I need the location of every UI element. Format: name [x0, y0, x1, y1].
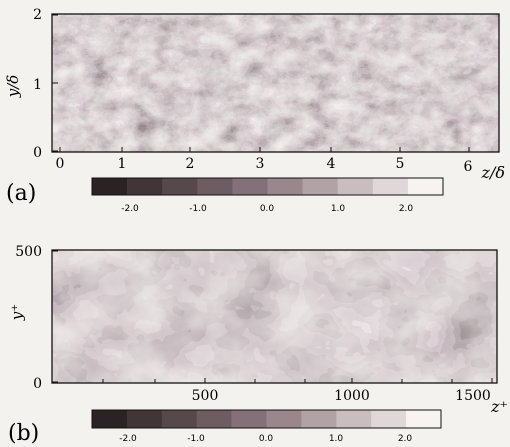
contour-field-b [52, 250, 497, 383]
colorbar-swatch [267, 178, 303, 195]
colorbar-swatch [301, 410, 337, 428]
x-tick-label: 3 [256, 156, 265, 172]
y-tick-label: 500 [15, 244, 42, 260]
colorbar-swatch [302, 178, 338, 195]
x-axis-label: z⁺ [490, 397, 508, 416]
colorbar-b: -2.0 -1.0 0.0 1.0 2.0 [91, 409, 442, 444]
colorbar-swatch [231, 410, 267, 428]
y-tick-label: 1 [33, 77, 42, 93]
y-axis-b: 0 500 y⁺ [8, 244, 58, 392]
panel-a: 0 1 2 y/δ 0 1 2 3 4 5 6 z/δ (a) [4, 7, 505, 214]
y-axis-a: 0 1 2 y/δ [4, 7, 58, 161]
x-tick-label: 1 [118, 156, 127, 172]
colorbar-tick-label: 0.0 [260, 204, 275, 214]
colorbar-tick-label: -1.0 [189, 204, 207, 214]
x-tick-label: 500 [192, 388, 219, 404]
x-tick-label: 1500 [455, 388, 491, 404]
x-tick-label: 6 [464, 159, 473, 175]
colorbar-tick-label: 2.0 [399, 204, 414, 214]
colorbar-swatch [372, 178, 409, 195]
colorbar-swatch [407, 178, 444, 195]
panel-label: (a) [6, 181, 36, 206]
colorbar-tick-label: -1.0 [187, 434, 205, 444]
colorbar-tick-label: 1.0 [331, 204, 346, 214]
colorbar-frame [91, 177, 444, 196]
colorbar-tick-label: -2.0 [119, 434, 137, 444]
x-tick-label: 0 [56, 156, 65, 172]
colorbar-swatch [127, 178, 163, 195]
colorbar-swatch [92, 178, 128, 195]
x-axis-a: 0 1 2 3 4 5 6 z/δ [56, 147, 505, 182]
x-tick-label: 4 [327, 156, 336, 172]
x-axis-label: z/δ [481, 163, 505, 182]
colorbar-swatch [266, 410, 302, 428]
plot-frame-b [51, 249, 498, 384]
y-tick-label: 0 [33, 145, 42, 161]
x-tick-label: 2 [186, 156, 195, 172]
colorbar-swatch [232, 178, 268, 195]
colorbar-swatch [406, 410, 442, 428]
colorbar-swatches [92, 410, 442, 428]
y-tick-label: 2 [33, 7, 42, 23]
colorbar-tick-label: 1.0 [329, 434, 344, 444]
colorbar-swatch [197, 178, 233, 195]
colorbar-swatch [92, 410, 128, 428]
colorbar-a: -2.0 -1.0 0.0 1.0 2.0 [91, 177, 444, 214]
contour-field-a [52, 14, 499, 152]
colorbar-swatch [162, 178, 198, 195]
colorbar-tick-label: 0.0 [259, 434, 274, 444]
y-axis-label: y/δ [4, 75, 22, 99]
y-axis-label: y⁺ [8, 304, 26, 321]
colorbar-swatch [161, 410, 197, 428]
colorbar-frame [91, 409, 442, 429]
x-axis-b: 500 1000 1500 z⁺ [102, 378, 508, 416]
colorbar-tick-label: -2.0 [121, 204, 139, 214]
colorbar-tick-label: 2.0 [398, 434, 413, 444]
colorbar-swatch [126, 410, 163, 428]
colorbar-swatches [92, 178, 444, 195]
colorbar-swatch [371, 410, 407, 428]
x-tick-label: 5 [396, 156, 405, 172]
colorbar-swatch [196, 410, 232, 428]
panel-b: 0 500 y⁺ 500 1000 1500 z⁺ (b) -2.0 -1. [8, 244, 508, 446]
colorbar-swatch [337, 178, 374, 195]
x-tick-label: 1000 [334, 388, 370, 404]
panel-label: (b) [8, 421, 39, 446]
colorbar-swatch [336, 410, 372, 428]
y-tick-label: 0 [33, 376, 42, 392]
